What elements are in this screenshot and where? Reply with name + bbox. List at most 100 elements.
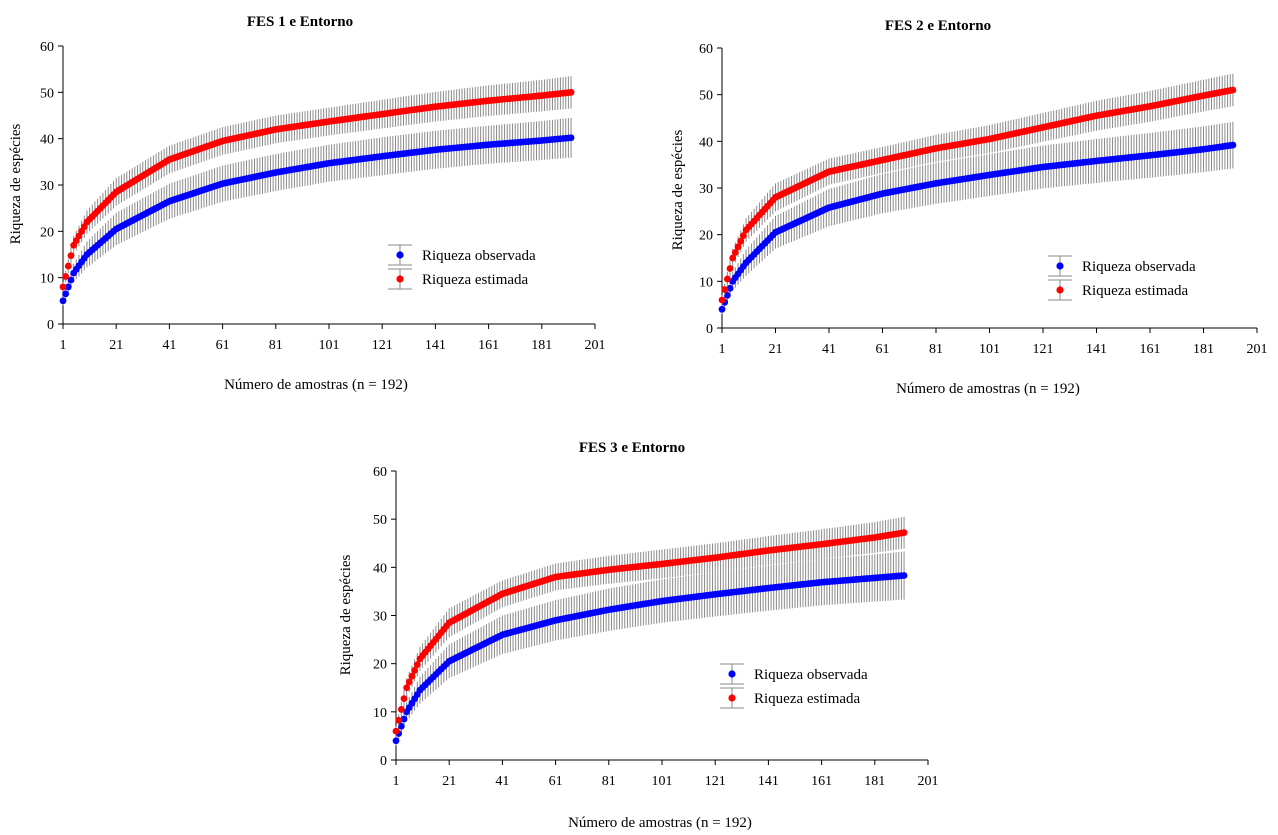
x-tick-label: 1 <box>719 342 726 357</box>
x-tick-label: 201 <box>918 774 939 789</box>
data-point <box>413 661 421 669</box>
x-tick-label: 41 <box>822 342 836 357</box>
x-axis-label: Número de amostras (n = 192) <box>896 381 1080 397</box>
y-tick-label: 30 <box>40 179 54 194</box>
series-estimada <box>392 516 908 736</box>
data-point <box>567 88 575 96</box>
x-tick-label: 41 <box>495 774 509 789</box>
data-point <box>392 727 400 735</box>
data-point <box>62 290 70 298</box>
data-point <box>405 678 413 686</box>
legend: Riqueza observada Riqueza estimada <box>388 244 536 290</box>
x-tick-label: 121 <box>372 338 393 353</box>
y-tick-label: 50 <box>40 86 54 101</box>
data-point <box>397 722 405 730</box>
data-point <box>740 232 747 240</box>
x-tick-label: 21 <box>769 342 783 357</box>
y-axis-label: Riqueza de espécies <box>8 123 24 244</box>
chart-fes3-svg: FES 3 e Entorno Número de amostras (n = … <box>338 440 939 831</box>
x-tick-label: 161 <box>478 338 499 353</box>
x-tick-label: 141 <box>1086 342 1107 357</box>
x-tick-label: 81 <box>269 338 283 353</box>
data-point <box>726 265 734 272</box>
x-tick-label: 141 <box>758 774 779 789</box>
data-point <box>1229 86 1237 94</box>
series-observada <box>392 551 908 746</box>
data-point <box>718 296 726 304</box>
data-point <box>403 684 411 692</box>
legend-marker <box>1056 262 1064 270</box>
y-tick-label: 10 <box>40 272 54 287</box>
x-tick-label: 61 <box>876 342 890 357</box>
y-tick-label: 50 <box>699 89 713 104</box>
data-point <box>723 275 731 283</box>
x-tick-label: 101 <box>652 774 673 789</box>
x-tick-label: 81 <box>929 342 943 357</box>
y-tick-label: 40 <box>373 561 387 576</box>
legend-label: Riqueza estimada <box>1082 283 1189 299</box>
data-point <box>59 297 67 305</box>
data-point <box>400 715 408 723</box>
data-point <box>62 273 70 280</box>
data-point <box>64 262 72 270</box>
y-tick-label: 30 <box>699 182 713 197</box>
y-tick-label: 40 <box>699 135 713 150</box>
legend-marker <box>728 670 736 678</box>
data-point <box>731 249 739 256</box>
legend-marker <box>396 251 404 259</box>
x-tick-label: 1 <box>60 338 67 353</box>
x-tick-label: 21 <box>109 338 123 353</box>
x-tick-label: 121 <box>1033 342 1054 357</box>
data-point <box>395 716 403 724</box>
data-point <box>718 305 726 313</box>
x-tick-label: 61 <box>216 338 230 353</box>
chart-fes2-svg: FES 2 e Entorno Número de amostras (n = … <box>670 18 1268 397</box>
data-point <box>59 283 67 291</box>
x-tick-label: 181 <box>864 774 885 789</box>
series-estimada <box>718 73 1237 305</box>
x-tick-label: 101 <box>319 338 340 353</box>
series-observada <box>59 117 575 306</box>
data-point <box>737 237 745 245</box>
x-tick-label: 121 <box>705 774 726 789</box>
data-point <box>900 529 908 537</box>
y-tick-label: 0 <box>47 318 54 333</box>
legend-marker <box>396 275 404 283</box>
y-tick-label: 60 <box>699 42 713 57</box>
y-tick-label: 20 <box>699 229 713 244</box>
y-tick-label: 60 <box>40 40 54 55</box>
data-point <box>392 737 400 745</box>
data-point <box>408 672 416 680</box>
y-tick-label: 60 <box>373 465 387 480</box>
data-point <box>400 695 408 702</box>
legend-label: Riqueza observada <box>1082 259 1196 275</box>
data-point <box>1229 141 1237 149</box>
data-point <box>67 252 75 260</box>
data-point <box>729 254 737 262</box>
x-tick-label: 201 <box>1247 342 1268 357</box>
data-point <box>567 134 575 142</box>
chart-title: FES 3 e Entorno <box>579 440 685 456</box>
data-point <box>726 284 734 292</box>
data-point <box>411 667 419 674</box>
chart-title: FES 2 e Entorno <box>885 18 991 34</box>
data-point <box>397 706 405 713</box>
chart-fes2: FES 2 e Entorno Número de amostras (n = … <box>640 0 1278 410</box>
legend: Riqueza observada Riqueza estimada <box>720 663 868 709</box>
x-axis-label: Número de amostras (n = 192) <box>568 815 752 831</box>
legend-label: Riqueza observada <box>422 248 536 264</box>
chart-title: FES 1 e Entorno <box>247 14 353 30</box>
legend-marker <box>1056 286 1064 294</box>
x-tick-label: 181 <box>1193 342 1214 357</box>
legend-marker <box>728 694 736 702</box>
chart-fes3: FES 3 e Entorno Número de amostras (n = … <box>330 425 950 835</box>
y-tick-label: 50 <box>373 513 387 528</box>
chart-fes1-svg: FES 1 e Entorno Número de amostras (n = … <box>8 14 606 393</box>
series-estimada <box>59 76 575 292</box>
data-point <box>64 283 72 291</box>
x-tick-label: 41 <box>162 338 176 353</box>
data-point <box>900 572 908 579</box>
data-point <box>723 291 731 299</box>
x-tick-label: 21 <box>442 774 456 789</box>
y-axis-label: Riqueza de espécies <box>338 554 354 675</box>
